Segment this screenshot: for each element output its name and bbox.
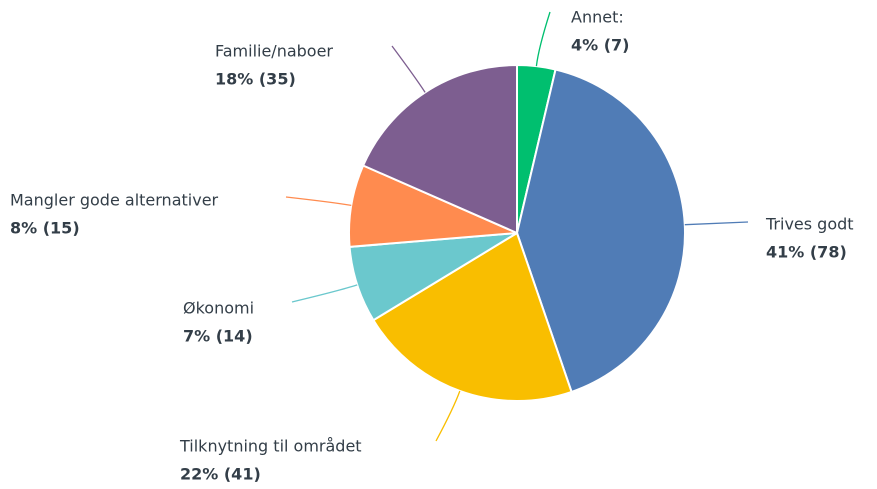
slice-value-label: 8% (15)	[10, 219, 80, 238]
leader-line	[291, 284, 358, 303]
pie-slice	[372, 231, 573, 402]
slice-label: Mangler gode alternativer	[10, 191, 219, 210]
leader-line	[391, 45, 426, 93]
leader-line	[435, 390, 461, 442]
slice-label: Annet:	[571, 8, 624, 27]
leader-line	[535, 11, 551, 67]
slice-value-label: 41% (78)	[766, 243, 847, 262]
leader-line	[285, 196, 352, 206]
slice-label: Økonomi	[183, 299, 254, 318]
pie-slice	[361, 63, 518, 235]
pie-slice	[515, 68, 686, 394]
slice-label: Trives godt	[765, 215, 854, 234]
slice-value-label: 7% (14)	[183, 327, 253, 346]
slice-value-label: 22% (41)	[180, 465, 261, 484]
slice-value-label: 4% (7)	[571, 36, 630, 55]
leader-line	[684, 221, 749, 226]
slice-label: Tilknytning til området	[179, 437, 362, 456]
slice-value-label: 18% (35)	[215, 70, 296, 89]
slice-label: Familie/naboer	[215, 42, 333, 61]
